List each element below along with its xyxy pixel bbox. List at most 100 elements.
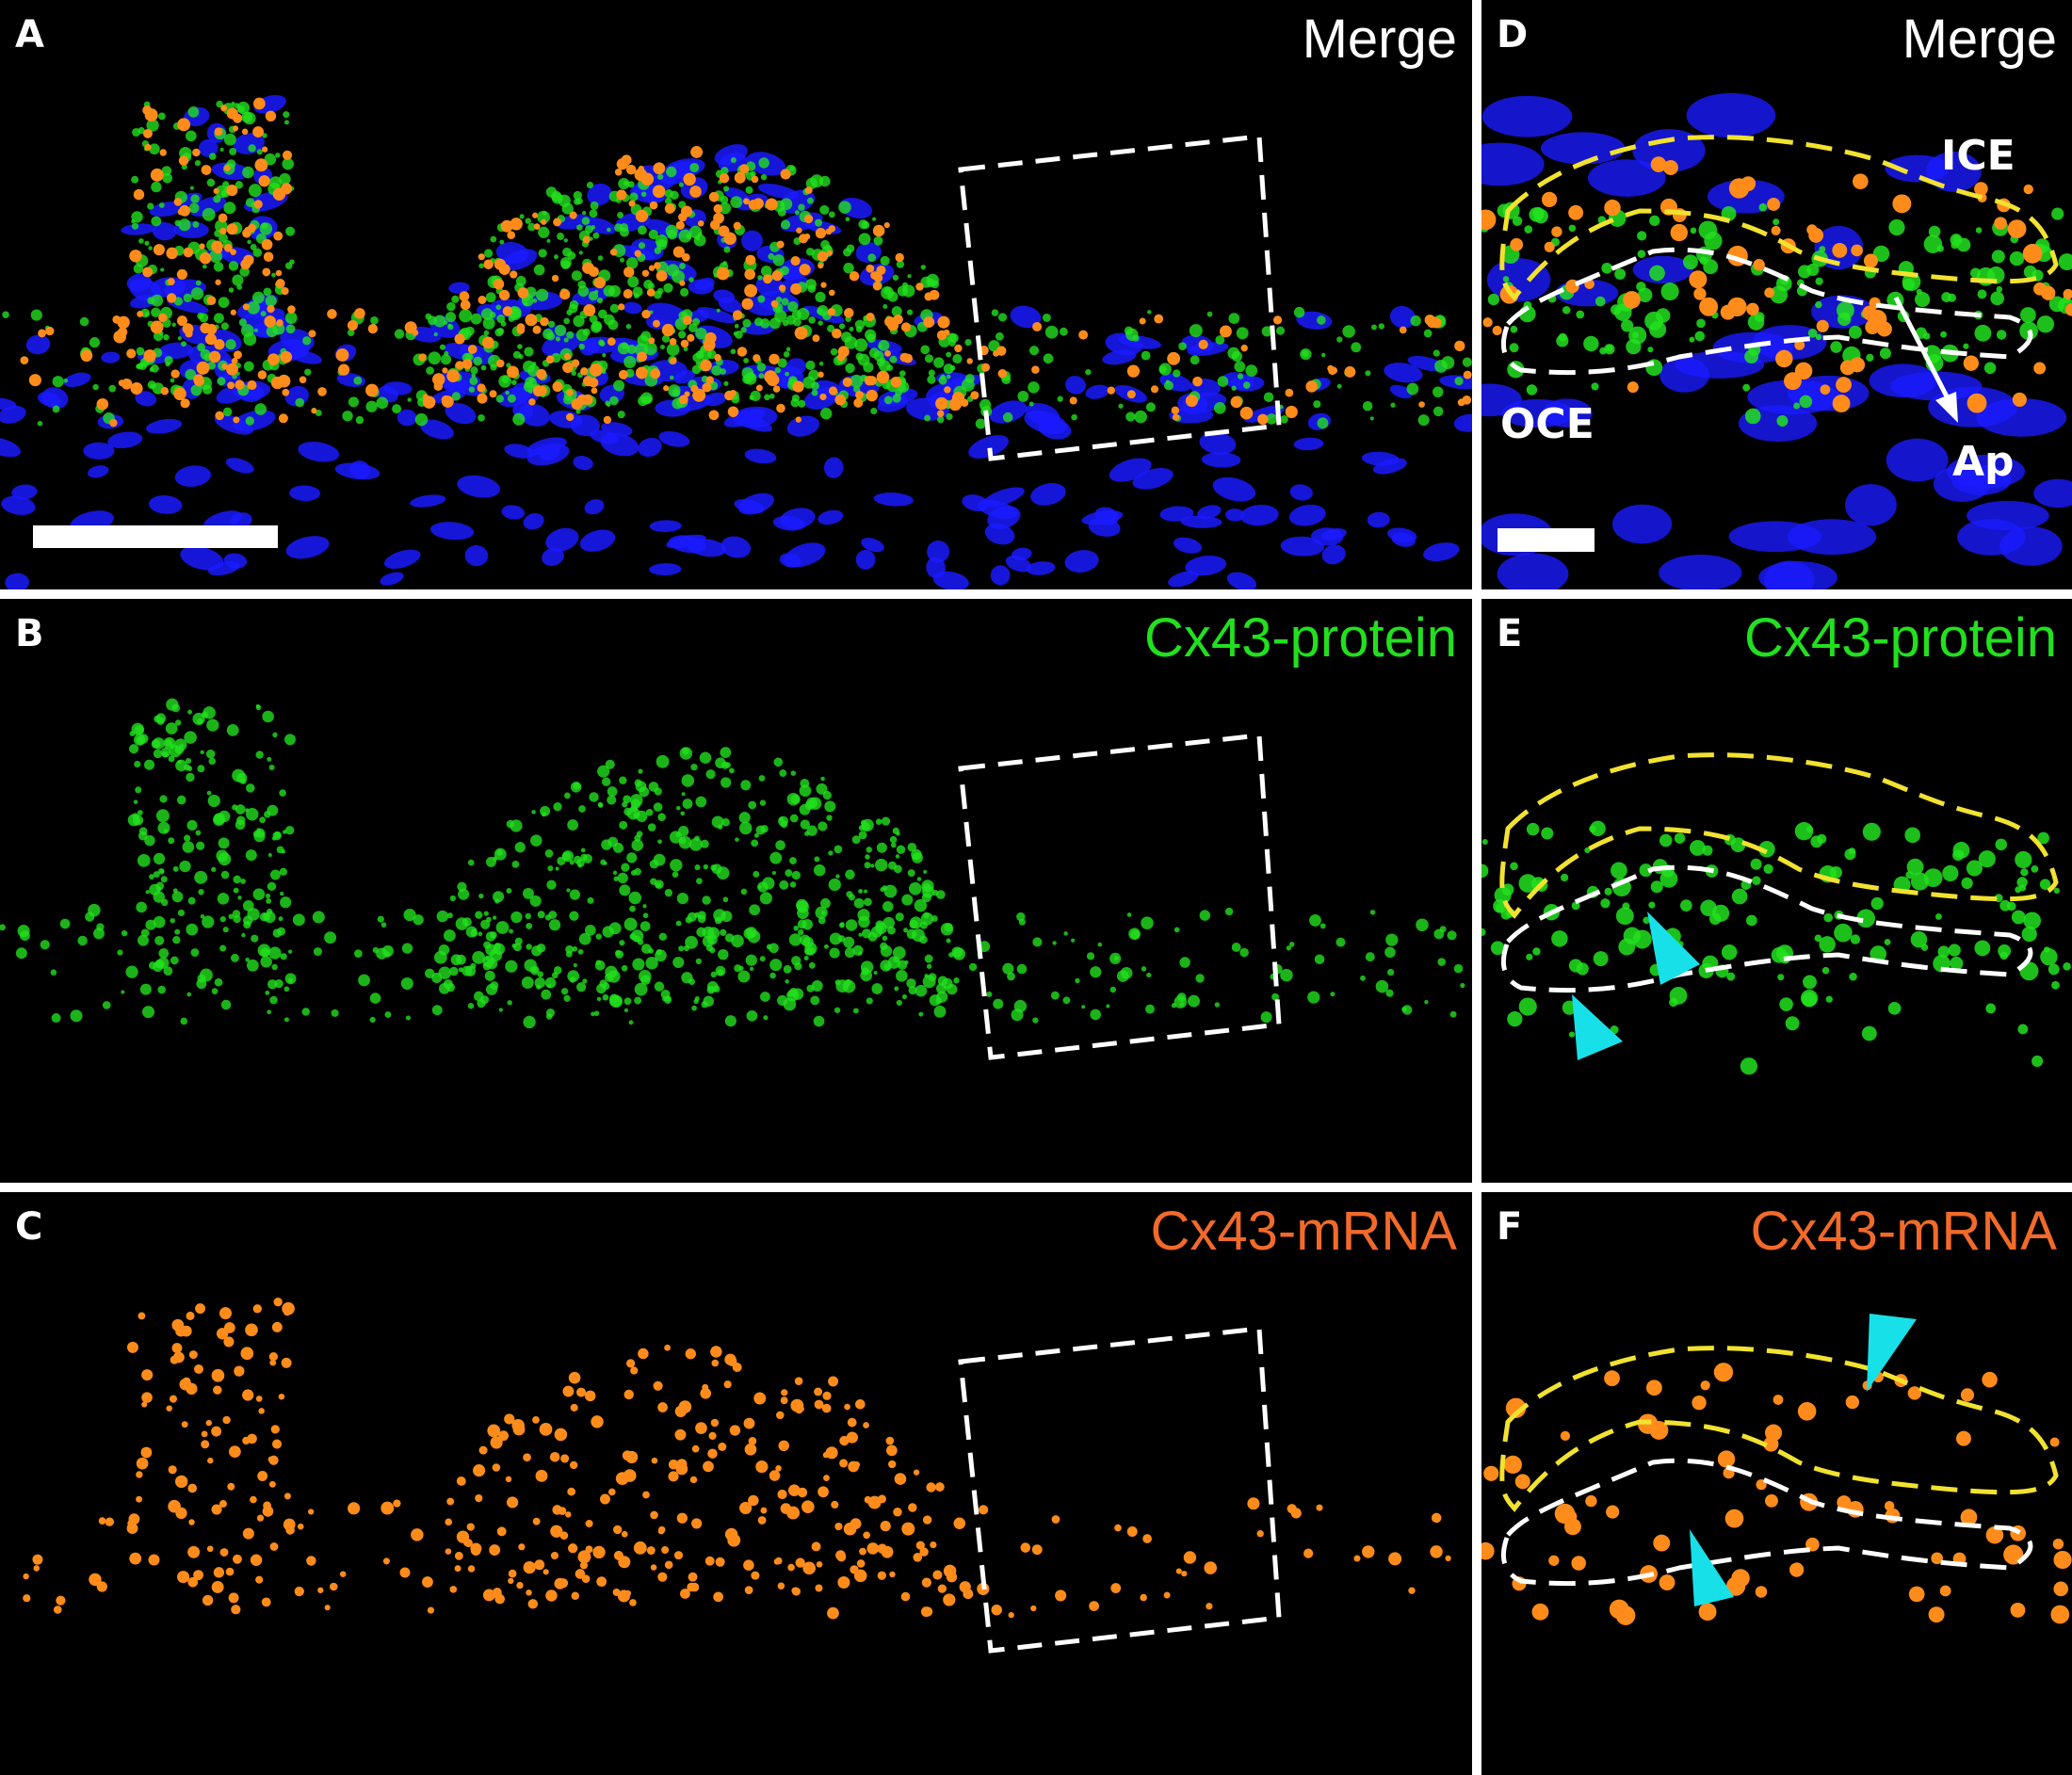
cx43-protein-signal [639, 392, 653, 405]
cx43-protein-signal [271, 963, 278, 971]
cx43-protein-signal [519, 214, 525, 219]
cx43-protein-signal [779, 879, 789, 890]
cx43-mrna-dot [780, 1396, 788, 1405]
cx43-protein-signal [889, 835, 898, 844]
cx43-mrna-dot [724, 1353, 737, 1365]
cx43-protein-signal [777, 358, 787, 368]
cx43-protein-signal [828, 878, 841, 892]
cx43-protein-signal [431, 1005, 443, 1016]
cx43-mrna-dot [127, 1519, 136, 1527]
cx43-protein-signal [353, 376, 363, 385]
cx43-protein-signal [654, 981, 665, 992]
cx43-protein-signal [2039, 879, 2051, 890]
panel-f-mrna-zoom: F Cx43-mRNA [1481, 1192, 2072, 1775]
cx43-protein-signal [1952, 842, 1970, 859]
cx43-protein-signal [2021, 926, 2037, 943]
cx43-mrna-dot [786, 1506, 801, 1520]
cx43-protein-signal [1815, 333, 1822, 341]
cx43-protein-signal [446, 912, 453, 919]
cx43-protein-signal [185, 368, 197, 380]
cx43-protein-signal [125, 965, 138, 978]
cx43-protein-signal [1647, 347, 1654, 353]
cx43-mrna-dot [668, 1471, 679, 1482]
cx43-protein-signal [239, 266, 250, 277]
cx43-protein-signal [895, 912, 904, 922]
cx43-protein-signal [633, 293, 639, 299]
cx43-mrna-dot [568, 1371, 581, 1384]
nucleus [121, 223, 155, 235]
cx43-protein-signal [1879, 347, 1891, 360]
cx43-mrna-dot [175, 1325, 186, 1337]
cx43-mrna-dot [847, 1417, 857, 1428]
cx43-mrna-dot [1832, 242, 1848, 258]
cx43-mrna-dot [327, 309, 337, 319]
cx43-mrna-dot [282, 150, 293, 160]
cx43-protein-signal [1512, 216, 1523, 226]
cx43-mrna-dot [1541, 191, 1558, 207]
cx43-protein-signal [526, 923, 533, 929]
cx43-protein-signal [1342, 325, 1355, 338]
cx43-protein-signal [1856, 909, 1876, 928]
cx43-mrna-dot [744, 1443, 757, 1456]
nucleus [1199, 431, 1237, 455]
cx43-mrna-dot [492, 1463, 501, 1472]
cx43-mrna-dot [2050, 1605, 2070, 1624]
cx43-mrna-dot [901, 1522, 915, 1536]
ice-outline [1499, 1346, 2059, 1512]
cx43-mrna-dot [482, 1589, 495, 1602]
cx43-mrna-dot [714, 354, 721, 362]
cx43-protein-signal [40, 940, 50, 950]
cx43-protein-signal [1090, 966, 1102, 978]
cx43-protein-signal [527, 389, 533, 395]
cx43-protein-signal [170, 956, 179, 965]
cx43-protein-signal [541, 812, 547, 817]
cx43-protein-signal [746, 1009, 758, 1022]
nucleus [1763, 560, 1815, 589]
cx43-mrna-dot [502, 306, 513, 316]
cx43-protein-signal [498, 1008, 503, 1012]
cx43-protein-signal [197, 343, 206, 352]
cx43-mrna-dot [496, 1526, 507, 1537]
cx43-mrna-dot [219, 1307, 232, 1320]
nucleus [984, 523, 1015, 545]
cx43-mrna-dot [449, 1586, 458, 1593]
cx43-protein-signal [428, 351, 442, 365]
cx43-protein-signal [1141, 966, 1147, 972]
cx43-mrna-dot [1931, 1552, 1944, 1565]
cx43-mrna-dot [603, 415, 612, 425]
nucleus [1038, 418, 1072, 440]
cx43-protein-signal [449, 966, 459, 976]
cx43-protein-signal [144, 312, 150, 317]
nucleus [990, 565, 1011, 586]
cx43-mrna-dot [685, 1348, 696, 1360]
cx43-mrna-dot [1430, 1545, 1443, 1558]
cx43-mrna-dot [215, 279, 221, 285]
cx43-mrna-dot [505, 1476, 512, 1483]
cx43-mrna-dot [814, 1387, 823, 1396]
cx43-protein-signal [190, 194, 200, 203]
cx43-protein-signal [222, 407, 233, 417]
cx43-mrna-dot [1773, 1395, 1784, 1405]
cx43-protein-signal [355, 415, 364, 425]
cx43-mrna-dot [571, 359, 580, 367]
nucleus [1384, 363, 1423, 383]
cx43-mrna-dot [2064, 303, 2072, 316]
cx43-protein-signal [1884, 938, 1891, 945]
cx43-protein-signal [201, 711, 209, 718]
cx43-protein-signal [758, 157, 769, 169]
cx43-protein-signal [196, 978, 207, 990]
cx43-protein-signal [177, 760, 182, 765]
cx43-protein-signal [1923, 234, 1943, 253]
cx43-mrna-dot [493, 278, 505, 290]
cx43-protein-signal [523, 887, 534, 899]
cx43-protein-signal [567, 819, 579, 831]
cx43-protein-signal [1810, 835, 1823, 848]
cx43-mrna-dot [273, 231, 283, 241]
cx43-protein-signal [1978, 850, 1996, 868]
cx43-protein-signal [1384, 946, 1396, 959]
cx43-protein-signal [269, 995, 278, 1005]
cx43-protein-signal [779, 769, 787, 777]
cx43-mrna-dot [744, 268, 755, 281]
cx43-protein-signal [808, 316, 816, 324]
cx43-protein-signal [538, 249, 547, 258]
